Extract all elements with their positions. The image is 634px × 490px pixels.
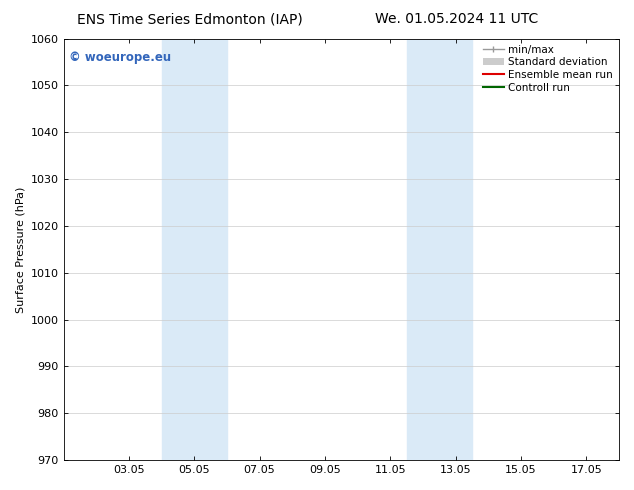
Bar: [406, 39, 472, 460]
Text: We. 01.05.2024 11 UTC: We. 01.05.2024 11 UTC: [375, 12, 538, 26]
Text: © woeurope.eu: © woeurope.eu: [69, 51, 171, 64]
Legend: min/max, Standard deviation, Ensemble mean run, Controll run: min/max, Standard deviation, Ensemble me…: [480, 42, 616, 96]
Bar: [162, 39, 227, 460]
Y-axis label: Surface Pressure (hPa): Surface Pressure (hPa): [15, 186, 25, 313]
Text: ENS Time Series Edmonton (IAP): ENS Time Series Edmonton (IAP): [77, 12, 303, 26]
